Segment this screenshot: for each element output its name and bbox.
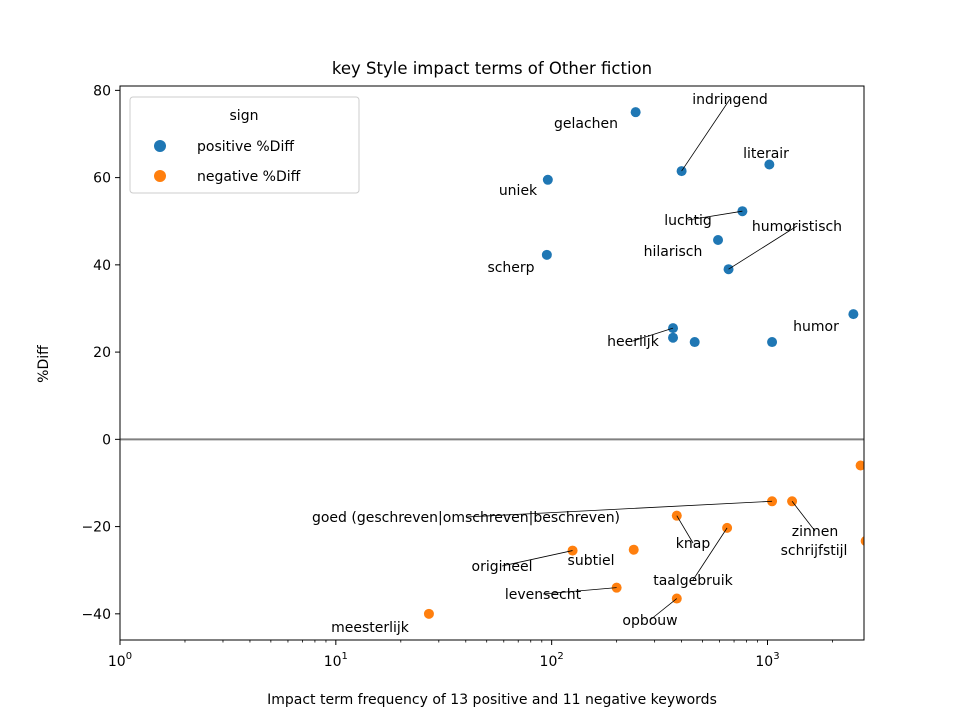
point-label: hilarisch — [644, 244, 703, 260]
positive-point — [713, 234, 724, 245]
positive-point — [630, 107, 641, 118]
point-label: uniek — [499, 183, 538, 199]
plot-frame — [119, 85, 865, 641]
y-tick-label: 80 — [93, 83, 111, 99]
legend-label: positive %Diff — [197, 139, 294, 155]
point-label: levensecht — [505, 587, 582, 603]
point-label: humoristisch — [752, 219, 842, 235]
y-axis-label: %Diff — [36, 345, 52, 383]
point-label: opbouw — [622, 613, 677, 629]
annotation-leader-line — [632, 327, 674, 342]
annotation-leader-line — [791, 501, 816, 532]
legend-marker — [154, 140, 166, 152]
y-tick-label: 20 — [93, 345, 111, 361]
positive-point — [541, 249, 552, 260]
y-tick-label: 0 — [102, 432, 111, 448]
annotation-leader-line — [681, 98, 731, 172]
x-axis-label: Impact term frequency of 13 positive and… — [267, 692, 717, 708]
annotation-leader-line — [728, 225, 798, 270]
point-label: knap — [676, 536, 711, 552]
annotations-group: gelachen indringend literair uniek luchtig hi… — [312, 92, 847, 636]
positive-point — [542, 174, 553, 185]
negative-point — [628, 544, 639, 555]
y-tick-label: −40 — [81, 607, 111, 623]
positive-point — [668, 332, 679, 343]
marks-layer: gelachen indringend literair uniek luchtig hi… — [120, 92, 864, 636]
point-label: subtiel — [568, 553, 615, 569]
point-label: humor — [793, 319, 839, 335]
y-tick-label: −20 — [81, 520, 111, 536]
point-label: zinnen — [792, 524, 838, 540]
y-tick-label: 40 — [93, 258, 111, 274]
annotation-leader-line — [676, 515, 694, 544]
axes-layer: 100 101 102 103 80 60 40 20 0 −20 −40 — [81, 83, 865, 670]
x-tick-label: 100 — [108, 651, 132, 670]
point-label: indringend — [692, 92, 767, 108]
annotation-leader-line — [542, 587, 617, 595]
positive-point — [764, 159, 775, 170]
point-label: literair — [743, 146, 789, 162]
legend-title: sign — [230, 108, 259, 124]
point-label: gelachen — [554, 116, 618, 132]
annotation-leader-line — [687, 210, 743, 221]
annotation-leader-line — [501, 550, 573, 567]
legend: sign positive %Diff negative %Diff — [129, 96, 360, 194]
point-label: luchtig — [664, 213, 712, 229]
point-label: scherp — [487, 260, 534, 276]
annotation-leader-line — [465, 500, 773, 518]
x-tick-label: 102 — [540, 651, 564, 670]
positive-point — [767, 337, 778, 348]
legend-label: negative %Diff — [197, 169, 301, 185]
y-tick-label: 60 — [93, 171, 111, 187]
point-label: origineel — [472, 559, 533, 575]
chart-title: key Style impact terms of Other fiction — [332, 59, 652, 78]
point-label: schrijfstijl — [781, 543, 848, 559]
positive-point — [689, 337, 700, 348]
annotation-leader-line — [692, 527, 728, 581]
legend-box — [129, 96, 360, 194]
negative-point — [423, 608, 434, 619]
annotation-leader-line — [649, 598, 678, 621]
legend-marker — [154, 170, 166, 182]
negative-point — [860, 536, 864, 546]
point-label: heerlijk — [607, 334, 660, 350]
x-tick-label: 101 — [324, 651, 348, 670]
point-label: taalgebruik — [653, 573, 733, 589]
positive-point — [848, 309, 859, 320]
negative-point — [855, 460, 864, 471]
point-label: meesterlijk — [331, 620, 410, 636]
point-label: goed (geschreven|omschreven|beschreven) — [312, 510, 620, 526]
x-tick-label: 103 — [755, 651, 779, 670]
